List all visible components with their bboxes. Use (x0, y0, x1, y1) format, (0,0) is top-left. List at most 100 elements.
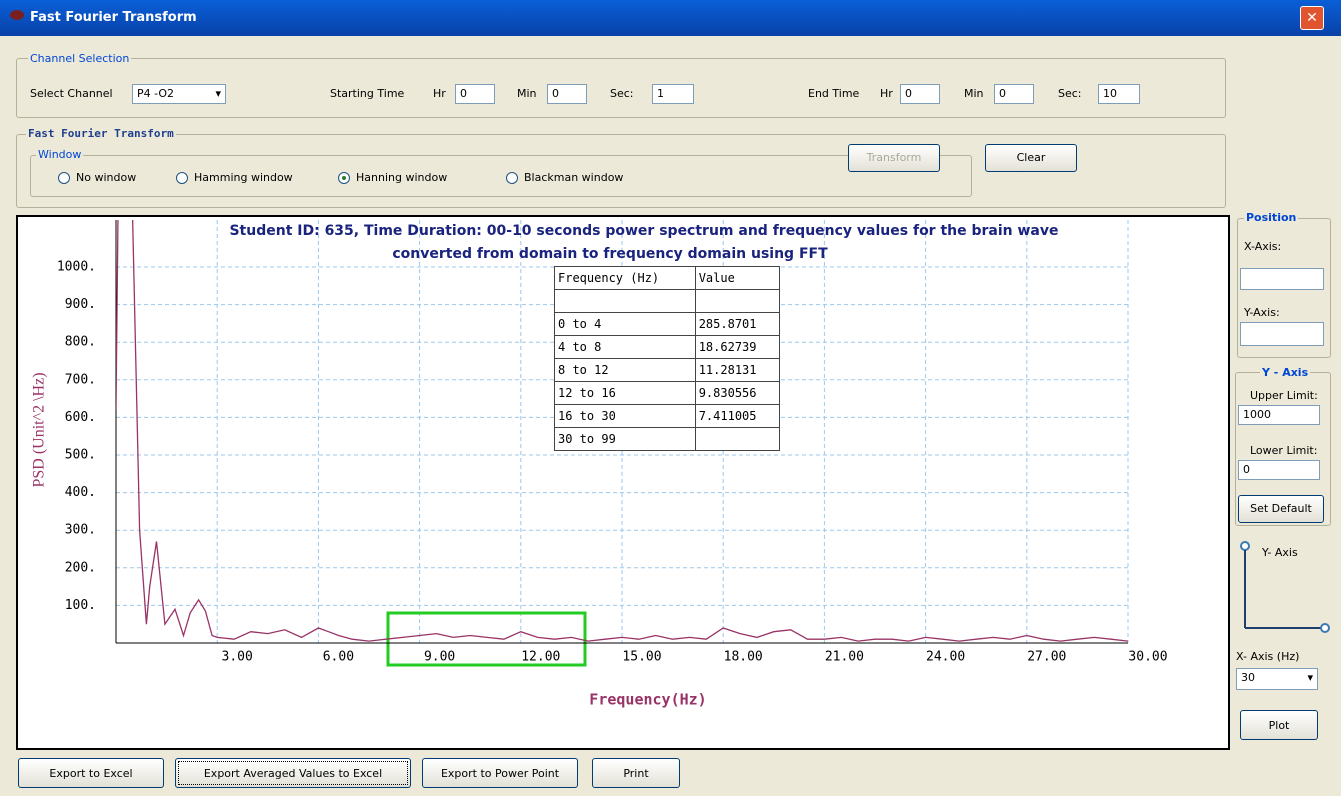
y-axis-label: PSD (Unit^2 \Hz) (31, 372, 48, 487)
radio[interactable]: Blackman window (506, 171, 623, 184)
x-tick-label: 30.00 (1128, 650, 1167, 665)
sec-input[interactable]: 10 (1098, 84, 1140, 104)
print-button[interactable]: Print (592, 758, 680, 788)
sec-input[interactable]: 1 (652, 84, 694, 104)
y-tick-label: 700. (65, 372, 96, 387)
x-tick-label: 24.00 (926, 650, 965, 665)
label: Hr (880, 87, 893, 100)
table-cell (554, 289, 696, 313)
window-group (30, 155, 972, 197)
chart-title: converted from domain to frequency domai… (392, 246, 828, 262)
radio[interactable]: Hamming window (176, 171, 293, 184)
y-tick-label: 800. (65, 335, 96, 350)
spectrum-line (116, 220, 1128, 642)
table-cell: 0 to 4 (554, 312, 696, 336)
window-title: Fast Fourier Transform (30, 10, 197, 25)
x-axis-label: Frequency(Hz) (589, 691, 706, 709)
radio[interactable]: Hanning window (338, 171, 447, 184)
label: Min (517, 87, 537, 100)
radio-dot (506, 172, 518, 184)
band-table: Frequency (Hz) Value 0 to 4 285.8701 4 to … (554, 266, 781, 451)
label: X- Axis (Hz) (1236, 650, 1300, 663)
group-legend: Channel Selection (28, 52, 132, 65)
group-legend: Position (1244, 211, 1299, 224)
label: Starting Time (330, 87, 405, 100)
icon-dot (1320, 623, 1330, 633)
label: Upper Limit: (1250, 389, 1318, 402)
dropdown-arrow: ▾ (1307, 671, 1313, 684)
hr-input[interactable]: 0 (900, 84, 940, 104)
x-tick-label: 9.00 (424, 650, 455, 665)
y-tick-label: 900. (65, 297, 96, 312)
y-tick-label: 200. (65, 560, 96, 575)
label: Lower Limit: (1250, 444, 1318, 457)
export-button[interactable]: Export to Power Point (422, 758, 578, 788)
x-tick-label: 12.00 (521, 650, 560, 665)
set-default-button[interactable]: Set Default (1238, 495, 1324, 523)
axis-icon (1240, 541, 1330, 633)
table-cell: 12 to 16 (554, 381, 696, 405)
y-position-input[interactable] (1240, 322, 1324, 346)
radio[interactable]: No window (58, 171, 136, 184)
radio-label: Blackman window (524, 171, 624, 184)
y-tick-label: 600. (65, 410, 96, 425)
table-cell: 16 to 30 (554, 404, 696, 428)
icon-dot (1240, 541, 1250, 551)
fft-group (16, 134, 1226, 208)
radio-dot (58, 172, 70, 184)
export-button[interactable]: Export to Excel (18, 758, 164, 788)
upper-limit-input[interactable]: 1000 (1238, 405, 1320, 425)
x-tick-label: 3.00 (222, 650, 253, 665)
label: Sec: (610, 87, 634, 100)
x-position-input[interactable] (1240, 268, 1324, 290)
clear-button[interactable]: Clear (985, 144, 1077, 172)
x-tick-label: 6.00 (323, 650, 354, 665)
y-tick-label: 1000. (57, 260, 96, 275)
y-tick-label: 100. (65, 598, 96, 613)
table-cell: 7.411005 (694, 404, 781, 428)
x-tick-label: 15.00 (622, 650, 661, 665)
export-button[interactable]: Export Averaged Values to Excel (175, 758, 411, 788)
close-button[interactable]: ✕ (1300, 6, 1324, 30)
table-cell: 11.28131 (694, 358, 781, 382)
dropdown-arrow: ▾ (215, 87, 221, 100)
table-cell: 285.8701 (694, 312, 781, 336)
y-tick-label: 400. (65, 485, 96, 500)
label: Sec: (1058, 87, 1082, 100)
y-tick-label: 300. (65, 523, 96, 538)
select-value: 30 (1241, 671, 1255, 684)
x-tick-label: 21.00 (825, 650, 864, 665)
table-cell (694, 289, 781, 313)
min-input[interactable]: 0 (994, 84, 1034, 104)
lower-limit-input[interactable]: 0 (1238, 460, 1320, 480)
x-axis-select[interactable]: 30 ▾ (1236, 668, 1318, 690)
table-cell: 30 to 99 (554, 427, 696, 451)
group-legend: Y - Axis (1260, 366, 1311, 379)
min-input[interactable]: 0 (547, 84, 587, 104)
label: End Time (808, 87, 860, 100)
chart-title: Student ID: 635, Time Duration: 00-10 se… (229, 223, 1058, 239)
radio-dot (176, 172, 188, 184)
label: Select Channel (30, 87, 113, 100)
radio-label: Hamming window (194, 171, 293, 184)
label: Y-Axis: (1244, 306, 1280, 319)
select-value: P4 -O2 (137, 87, 175, 100)
title-bar: Fast Fourier Transform ✕ (0, 0, 1341, 36)
app-icon (10, 10, 24, 20)
plot-button[interactable]: Plot (1240, 710, 1318, 740)
x-tick-label: 18.00 (724, 650, 763, 665)
table-header: Value (694, 266, 781, 290)
hr-input[interactable]: 0 (455, 84, 495, 104)
table-cell: 9.830556 (694, 381, 781, 405)
radio-label: No window (76, 171, 137, 184)
channel-select[interactable]: P4 -O2 ▾ (132, 84, 226, 104)
label: Min (964, 87, 984, 100)
x-tick-label: 27.00 (1027, 650, 1066, 665)
group-legend: Fast Fourier Transform (26, 127, 176, 140)
label: Hr (433, 87, 446, 100)
table-cell: 8 to 12 (554, 358, 696, 382)
table-cell: 4 to 8 (554, 335, 696, 359)
transform-button[interactable]: Transform (848, 144, 940, 172)
